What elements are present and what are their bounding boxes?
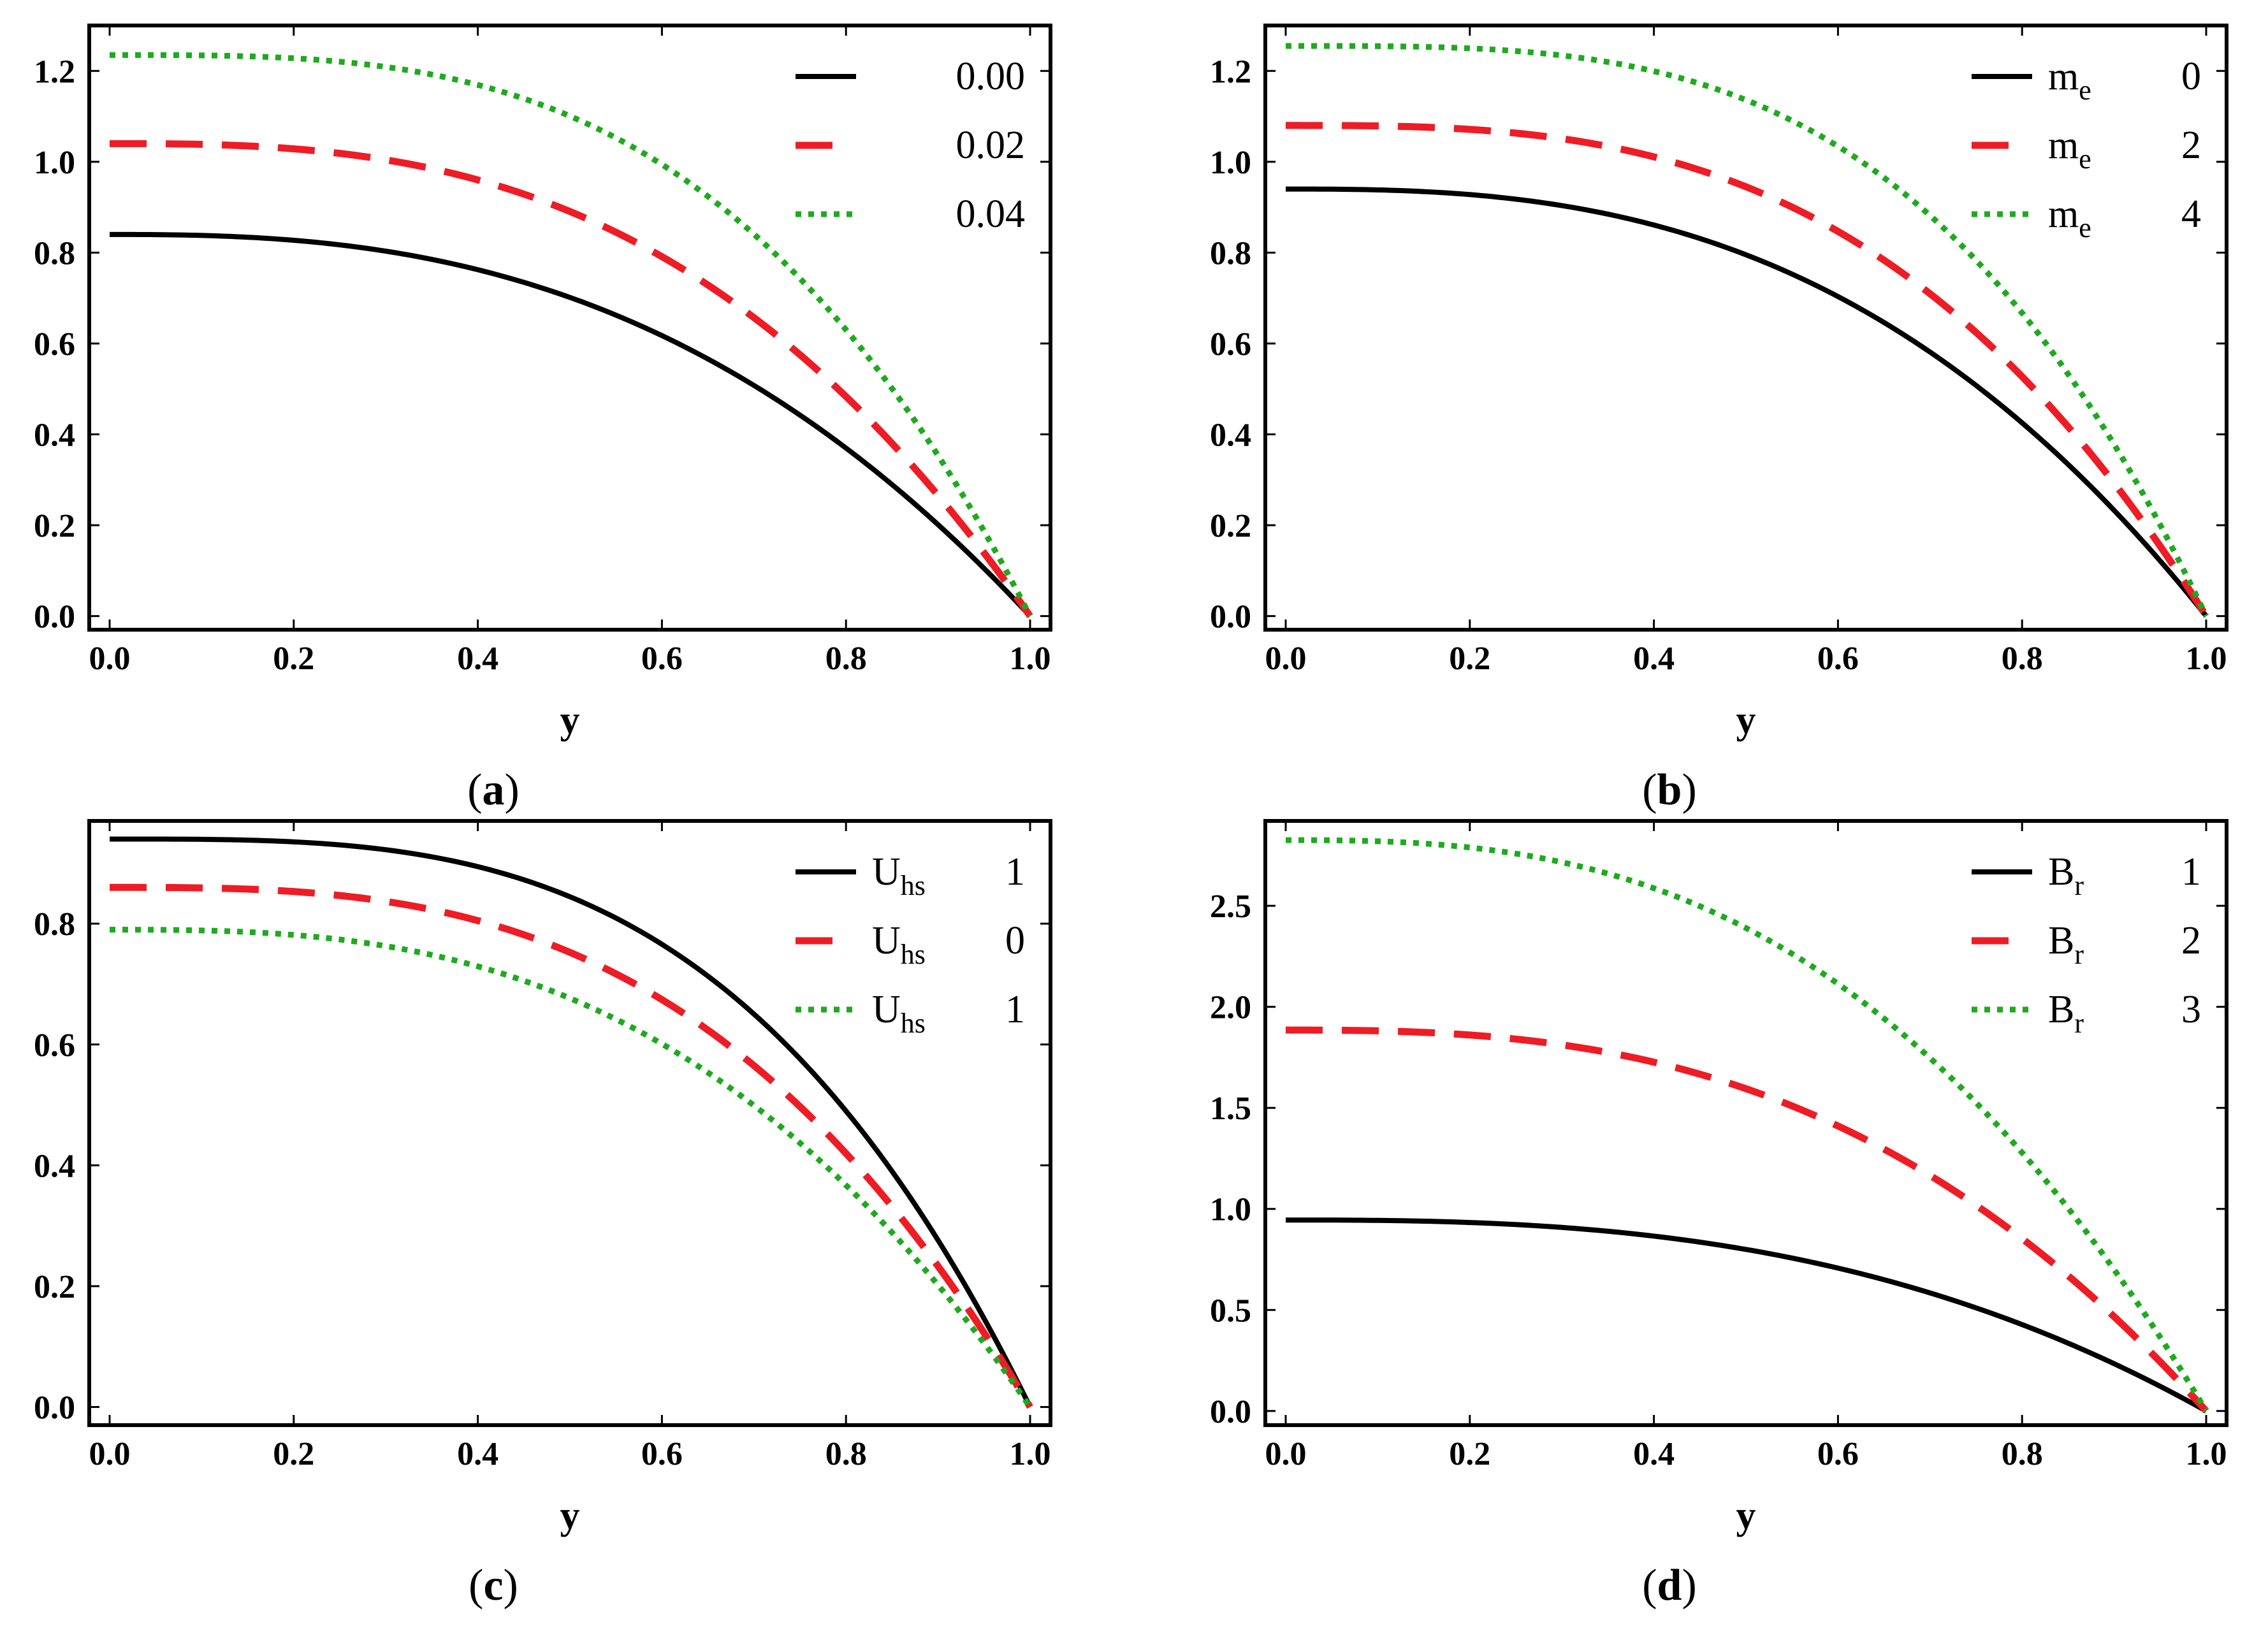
- series-line-1: [110, 231, 1032, 618]
- y-tick-label: 1.2: [34, 54, 75, 90]
- y-tick-label: 0.2: [34, 1269, 75, 1305]
- x-tick-label: 1.0: [2186, 1436, 2227, 1472]
- plot-frame: [1263, 24, 2228, 632]
- y-tick-label: 0.6: [1210, 326, 1251, 363]
- y-tick-label: 0.6: [34, 326, 75, 363]
- y-tick-label: 0.0: [34, 599, 75, 635]
- plot-frame: [87, 24, 1052, 632]
- y-tick-label: 0.5: [1210, 1293, 1251, 1329]
- y-tick-label: 0.2: [34, 508, 75, 544]
- plot-frame: [87, 819, 1052, 1427]
- x-tick-label: 0.2: [1449, 641, 1490, 677]
- x-tick-label: 0.4: [1633, 1436, 1675, 1472]
- legend-value: 0: [1005, 919, 1025, 962]
- y-tick-label: 1.0: [1210, 145, 1251, 181]
- panel-label: (c): [469, 1561, 518, 1610]
- legend-value: 3: [2181, 988, 2201, 1031]
- legend-value: 0.04: [956, 192, 1026, 236]
- x-tick-label: 1.0: [1010, 641, 1051, 677]
- legend-value: 1: [1005, 850, 1025, 894]
- series-line-1: [110, 836, 1033, 1409]
- series-line-3: [1286, 837, 2209, 1413]
- x-tick-label: 0.8: [2002, 1436, 2043, 1472]
- y-tick-label: 0.4: [34, 417, 75, 454]
- x-axis-label: y: [560, 699, 580, 742]
- legend-value: 2: [2181, 124, 2201, 167]
- legend-value: 4: [2181, 192, 2201, 236]
- legend-param: Uhs: [872, 850, 926, 901]
- x-tick-label: 0.8: [2002, 641, 2043, 677]
- legend-param: Br: [2048, 988, 2084, 1039]
- series-line-2: [1286, 122, 2209, 618]
- series-line-3: [1286, 43, 2209, 618]
- y-tick-label: 1.0: [34, 145, 75, 181]
- legend-param: Uhs: [872, 988, 926, 1039]
- x-tick-label: 0.0: [89, 641, 131, 677]
- chart-panel-b: 0.0 0.2 0.4 0.6 0.8 1.0 0.0 0.2 0.4 0.6 0.8 1.0 1.2 y…: [1210, 24, 2228, 815]
- x-tick-label: 0.6: [1817, 1436, 1859, 1472]
- x-tick-label: 0.4: [457, 1436, 498, 1472]
- panel-label: (d): [1642, 1561, 1697, 1610]
- x-tick-label: 0.2: [1449, 1436, 1490, 1472]
- series-line-3: [110, 927, 1033, 1409]
- x-tick-label: 0.0: [1265, 1436, 1307, 1472]
- legend-param: Br: [2048, 850, 2084, 901]
- y-tick-label: 0.6: [34, 1027, 75, 1064]
- x-tick-label: 0.6: [1817, 641, 1859, 677]
- x-axis-label: y: [1736, 1494, 1756, 1537]
- x-tick-label: 0.8: [825, 1436, 867, 1472]
- chart-panel-d: 0.0 0.2 0.4 0.6 0.8 1.0 0.0 0.5 1.0 1.5 2.0 2.5 y (d)…: [1210, 819, 2228, 1610]
- x-tick-label: 0.2: [273, 641, 314, 677]
- plot-frame: [1263, 819, 2228, 1427]
- series-line-3: [110, 52, 1033, 618]
- x-tick-label: 0.2: [273, 1436, 314, 1472]
- series-line-2: [110, 140, 1033, 618]
- x-axis-label: y: [1736, 699, 1756, 742]
- legend-value: 0: [2181, 55, 2201, 98]
- y-tick-label: 0.0: [34, 1390, 75, 1426]
- legend-param: Br: [2048, 919, 2084, 970]
- legend-value: 1: [1005, 988, 1025, 1031]
- x-tick-label: 0.0: [89, 1436, 131, 1472]
- y-tick-label: 1.2: [1210, 54, 1251, 90]
- y-tick-label: 0.2: [1210, 508, 1251, 544]
- x-tick-label: 0.0: [1265, 641, 1307, 677]
- y-tick-label: 0.8: [1210, 235, 1251, 272]
- y-tick-label: 1.0: [1210, 1192, 1251, 1228]
- series-line-2: [110, 883, 1033, 1409]
- y-tick-label: 0.0: [1210, 1394, 1251, 1430]
- chart-panel-a: 0.0 0.2 0.4 0.6 0.8 1.0 0.0 0.2 0.4 0.6 0.8 1.0 1.2 y…: [34, 24, 1052, 815]
- y-tick-label: 1.5: [1210, 1091, 1251, 1127]
- x-tick-label: 0.6: [641, 641, 683, 677]
- chart-panel-c: 0.0 0.2 0.4 0.6 0.8 1.0 0.0 0.2 0.4 0.6 0.8 y (c) Uhs…: [34, 819, 1052, 1610]
- panel-label: (b): [1642, 765, 1697, 815]
- x-tick-label: 0.6: [641, 1436, 683, 1472]
- x-tick-label: 0.4: [457, 641, 498, 677]
- y-tick-label: 0.4: [1210, 417, 1251, 454]
- y-tick-label: 0.8: [34, 235, 75, 272]
- series-line-1: [1286, 1217, 2207, 1414]
- legend-param: Uhs: [872, 919, 926, 970]
- legend-value: 0.02: [956, 124, 1026, 167]
- x-tick-label: 0.4: [1633, 641, 1675, 677]
- legend-value: 1: [2181, 850, 2201, 894]
- legend-value: 2: [2181, 919, 2201, 962]
- y-tick-label: 2.0: [1210, 990, 1251, 1026]
- series-line-1: [1286, 186, 2209, 618]
- legend-param: me: [2048, 55, 2091, 106]
- y-tick-label: 0.4: [34, 1148, 75, 1184]
- x-tick-label: 1.0: [1010, 1436, 1051, 1472]
- x-tick-label: 1.0: [2186, 641, 2227, 677]
- y-tick-label: 0.0: [1210, 599, 1251, 635]
- y-tick-label: 0.8: [34, 906, 75, 943]
- legend-param: me: [2048, 192, 2091, 243]
- y-tick-label: 2.5: [1210, 888, 1251, 925]
- x-axis-label: y: [560, 1494, 580, 1537]
- series-line-2: [1286, 1026, 2209, 1414]
- legend-param: me: [2048, 124, 2091, 175]
- panel-label: (a): [467, 765, 520, 815]
- x-tick-label: 0.8: [825, 641, 867, 677]
- legend-value: 0.00: [956, 55, 1026, 98]
